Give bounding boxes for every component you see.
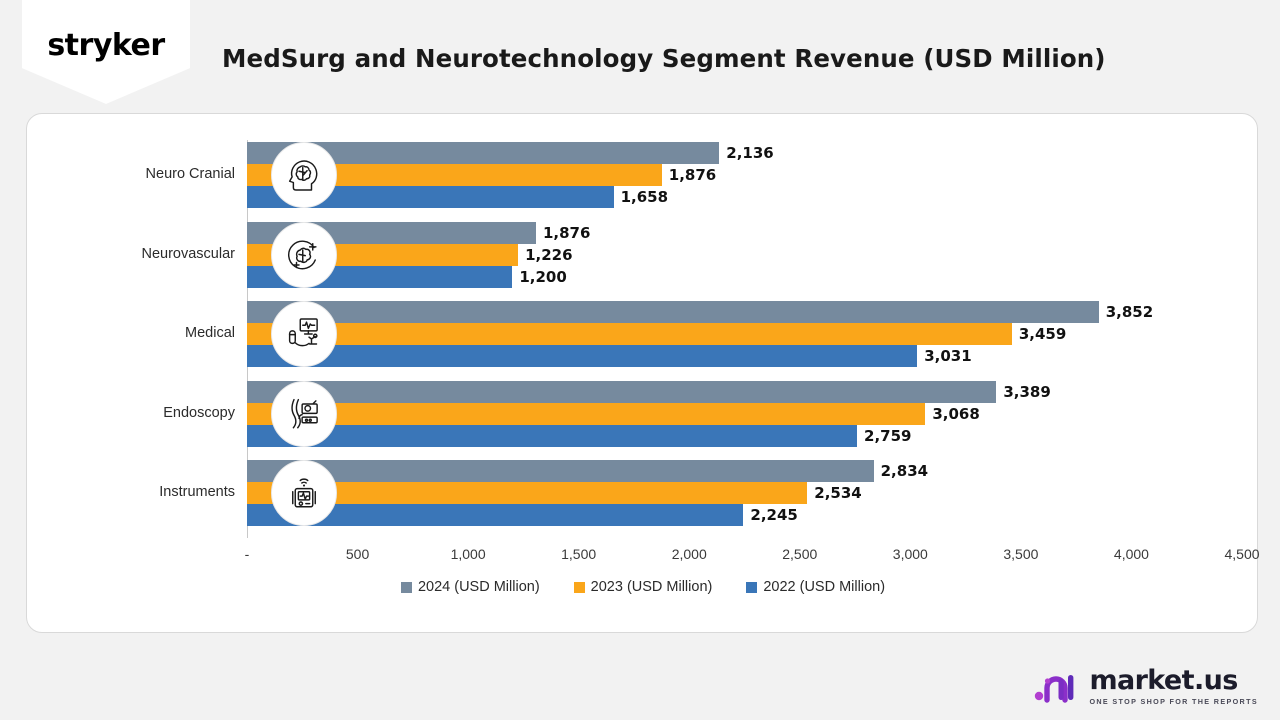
bar-value-label: 3,068 bbox=[932, 404, 980, 423]
legend-item-2023[interactable]: 2023 (USD Million) bbox=[573, 579, 713, 595]
bar-2024-neuro-cranial[interactable] bbox=[247, 142, 720, 164]
x-tick-label: 3,000 bbox=[892, 546, 928, 562]
category-label-instruments: Instruments bbox=[159, 484, 235, 500]
bar-2023-instruments[interactable] bbox=[247, 482, 808, 504]
bar-value-label: 1,876 bbox=[542, 223, 591, 242]
bar-value-label: 2,534 bbox=[814, 484, 862, 502]
instrument-device-icon bbox=[271, 460, 337, 526]
x-axis-ticks: - 500 1,000 1,500 2,000 2,500 3,000 3,500 4,000 4… bbox=[27, 546, 1260, 568]
x-tick-label: 2,500 bbox=[782, 546, 818, 562]
market-us-logo: market.us ONE STOP SHOP FOR THE REPORTS bbox=[1034, 667, 1258, 706]
bar-chart-plot: Neuro Cranial 2,136 1,876 1,658 Neurovascula… bbox=[27, 114, 1260, 634]
chart-panel: Neuro Cranial 2,136 1,876 1,658 Neurovascula… bbox=[26, 113, 1260, 634]
x-tick-label: 4,000 bbox=[1113, 546, 1149, 562]
x-tick-label: 1,500 bbox=[561, 546, 597, 562]
category-label-neuro-cranial: Neuro Cranial bbox=[145, 166, 235, 182]
bar-2022-neuro-cranial[interactable] bbox=[247, 186, 614, 208]
x-tick-label: 1,000 bbox=[450, 546, 486, 562]
legend-swatch-icon bbox=[400, 581, 412, 593]
bar-value-label: 3,459 bbox=[1018, 325, 1067, 343]
x-tick-label: 2,000 bbox=[671, 546, 707, 562]
chart-legend: 2024 (USD Million) 2023 (USD Million) 2022… bbox=[27, 579, 1259, 595]
bar-value-label: 3,389 bbox=[1003, 382, 1051, 401]
bar-value-label: 1,876 bbox=[668, 166, 717, 184]
medical-monitor-icon bbox=[271, 301, 337, 367]
bar-value-label: 1,226 bbox=[525, 245, 573, 264]
bar-2023-medical[interactable] bbox=[247, 323, 1012, 345]
bar-2024-instruments[interactable] bbox=[247, 460, 874, 482]
bar-value-label: 2,245 bbox=[750, 506, 798, 524]
category-label-medical: Medical bbox=[185, 325, 235, 341]
bar-value-label: 2,834 bbox=[880, 462, 929, 480]
x-tick-label: 500 bbox=[345, 546, 370, 562]
legend-label: 2023 (USD Million) bbox=[590, 579, 713, 595]
head-brain-icon bbox=[271, 142, 337, 208]
bar-2022-medical[interactable] bbox=[247, 345, 918, 367]
stryker-logo-text: stryker bbox=[47, 28, 165, 63]
bar-value-label: 3,031 bbox=[924, 347, 972, 365]
legend-item-2022[interactable]: 2022 (USD Million) bbox=[746, 579, 885, 595]
bar-2024-endoscopy[interactable] bbox=[247, 380, 997, 403]
category-label-endoscopy: Endoscopy bbox=[163, 404, 235, 421]
x-tick-label: 4,500 bbox=[1224, 546, 1260, 562]
bar-value-label: 2,136 bbox=[726, 144, 774, 162]
legend-swatch-icon bbox=[746, 581, 758, 593]
x-tick-label: 3,500 bbox=[1003, 546, 1039, 562]
bar-2022-endoscopy[interactable] bbox=[247, 424, 858, 447]
bar-value-label: 2,759 bbox=[864, 426, 912, 445]
legend-swatch-icon bbox=[573, 581, 585, 593]
legend-label: 2022 (USD Million) bbox=[763, 579, 886, 595]
page-title: MedSurg and Neurotechnology Segment Reve… bbox=[222, 44, 1106, 73]
market-us-logo-mark bbox=[1035, 674, 1074, 703]
bar-2023-neuro-cranial[interactable] bbox=[247, 164, 662, 186]
legend-label: 2024 (USD Million) bbox=[417, 579, 540, 595]
endoscope-icon bbox=[271, 380, 337, 447]
market-us-tagline: ONE STOP SHOP FOR THE REPORTS bbox=[1089, 697, 1258, 706]
legend-item-2024[interactable]: 2024 (USD Million) bbox=[400, 579, 540, 595]
bar-2022-instruments[interactable] bbox=[247, 504, 744, 526]
brain-vascular-icon bbox=[271, 221, 337, 288]
bar-2023-endoscopy[interactable] bbox=[247, 402, 926, 425]
bar-2024-medical[interactable] bbox=[247, 301, 1099, 323]
market-us-logo-text-wrap: market.us ONE STOP SHOP FOR THE REPORTS bbox=[1089, 667, 1258, 706]
bar-value-label: 1,200 bbox=[519, 267, 567, 286]
bar-value-label: 3,852 bbox=[1105, 303, 1154, 321]
bar-value-label: 1,658 bbox=[620, 188, 669, 206]
market-us-wordmark: market.us bbox=[1089, 665, 1238, 696]
x-tick-label: - bbox=[244, 546, 250, 562]
category-label-neurovascular: Neurovascular bbox=[141, 245, 236, 262]
